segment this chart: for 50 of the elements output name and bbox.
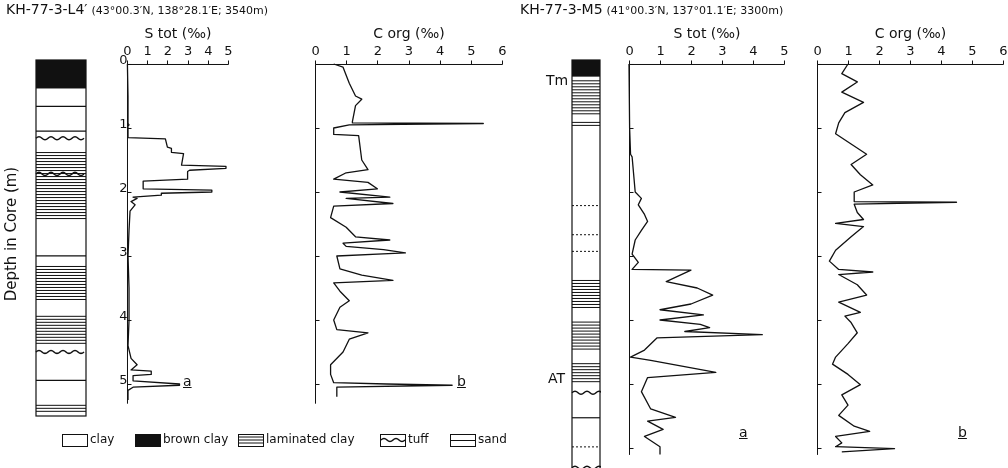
text: laminated clay: [266, 432, 355, 446]
x-tick-label: 1: [844, 43, 853, 59]
chart-subtitle: (41°00.3′N, 137°01.1′E; 3300m): [606, 4, 784, 17]
x-tick-label: 1: [342, 43, 351, 59]
x-tick-label: 3: [404, 43, 414, 59]
x-tick-label: 6: [498, 43, 507, 59]
x-axis-title: C org (‰): [874, 25, 947, 42]
text: clay: [90, 432, 115, 446]
x-tick-label: 4: [436, 43, 445, 59]
annotation: a: [739, 424, 748, 441]
x-tick-label: 4: [204, 43, 213, 59]
x-tick-label: 5: [780, 43, 789, 59]
x-tick-label: 0: [625, 43, 634, 59]
text: Tm: [546, 72, 569, 88]
x-tick-label: 0: [311, 43, 320, 59]
text: tuff: [408, 432, 429, 446]
y-tick-label: 1: [119, 116, 128, 132]
chart-subtitle: (43°00.3′N, 138°28.1′E; 3540m): [91, 4, 269, 17]
chart-title: KH-77-3-L4′: [6, 1, 88, 17]
y-tick-label: 5: [119, 372, 128, 388]
x-tick-label: 1: [656, 43, 665, 59]
x-tick-label: 5: [968, 43, 977, 59]
y-tick-label: 3: [119, 244, 128, 260]
x-tick-label: 2: [163, 43, 173, 59]
annotation: b: [958, 424, 967, 441]
y-tick-label: 2: [119, 180, 128, 196]
x-tick-label: 4: [937, 43, 946, 59]
x-tick-label: 6: [999, 43, 1008, 59]
x-axis-title: S tot (‰): [673, 25, 741, 42]
text: AT: [548, 370, 566, 386]
x-tick-label: 4: [749, 43, 758, 59]
text: sand: [478, 432, 507, 446]
x-axis-title: S tot (‰): [144, 25, 212, 42]
x-tick-label: 3: [183, 43, 193, 59]
x-tick-label: 2: [373, 43, 382, 59]
x-axis-title: C org (‰): [373, 25, 445, 42]
y-tick-label: 4: [119, 308, 128, 324]
x-tick-label: 3: [906, 43, 915, 59]
x-tick-label: 0: [813, 43, 822, 59]
x-tick-label: 5: [467, 43, 476, 59]
text: brown clay: [163, 432, 229, 446]
y-axis-title: Depth in Core (m): [1, 166, 20, 302]
x-tick-label: 2: [875, 43, 884, 59]
chart-title: KH-77-3-M5: [520, 1, 603, 17]
annotation: b: [457, 373, 466, 390]
x-tick-label: 3: [718, 43, 727, 59]
annotation: a: [183, 373, 192, 390]
x-tick-label: 5: [224, 43, 233, 59]
x-tick-label: 1: [143, 43, 152, 59]
x-tick-label: 2: [687, 43, 696, 59]
